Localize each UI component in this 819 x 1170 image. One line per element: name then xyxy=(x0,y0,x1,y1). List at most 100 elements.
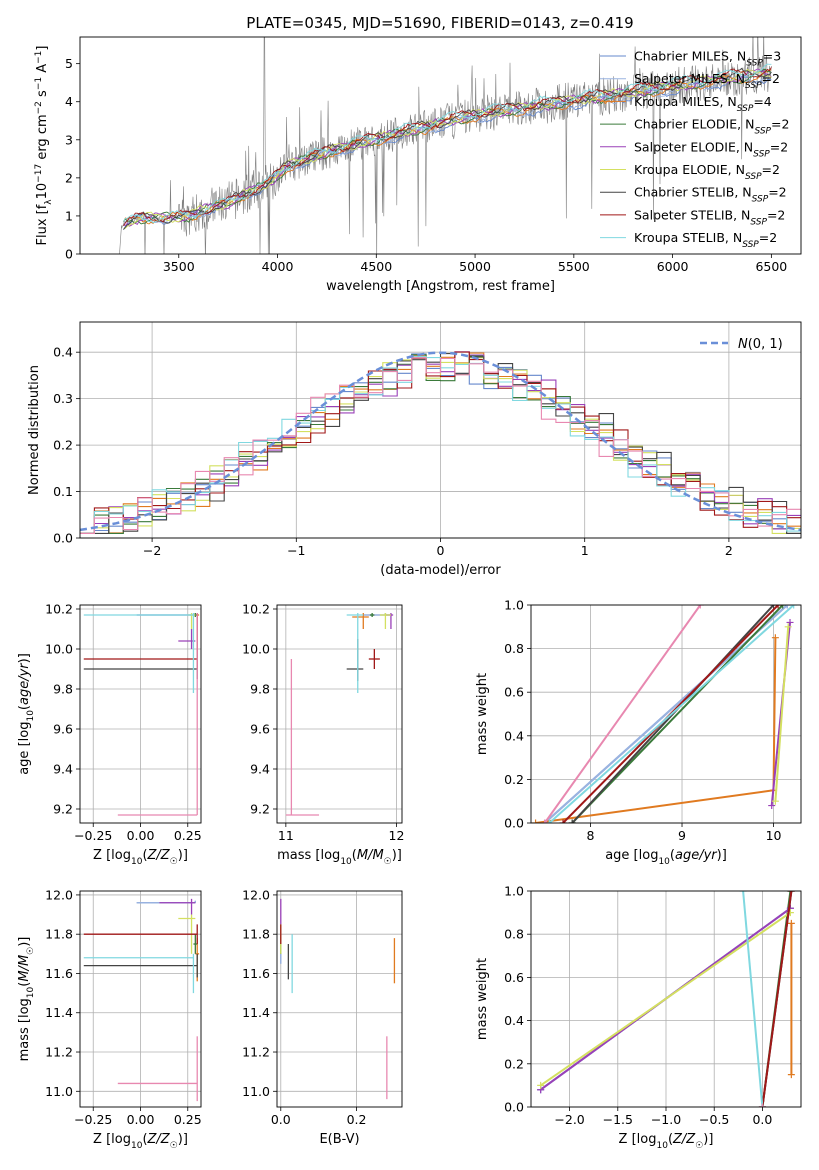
x-tick-label: 0.00 xyxy=(127,1112,155,1127)
x-axis-label-part: mass [log xyxy=(277,848,340,863)
weight-line xyxy=(761,891,793,1107)
x-axis-label: (data-model)/error xyxy=(380,563,501,578)
x-tick-label: 0.2 xyxy=(347,1112,367,1127)
y-axis-label-part: mass weight xyxy=(475,958,490,1040)
weight-line xyxy=(774,626,790,802)
weight-point xyxy=(771,634,779,642)
y-tick-label: 9.6 xyxy=(250,722,270,737)
y-tick-label: 0.0 xyxy=(53,531,73,546)
y-tick-label: 1.0 xyxy=(504,598,524,613)
weight-point xyxy=(787,1071,795,1079)
plot-area xyxy=(83,898,200,1102)
weight-line xyxy=(548,605,795,823)
y-tick-label: 11.0 xyxy=(45,1084,73,1099)
y-axis-label: mass [log10(M/M☉)] xyxy=(17,937,36,1062)
y-axis-label-part: age/yr xyxy=(17,662,32,705)
y-axis-label-part: ( xyxy=(17,705,32,710)
y-axis-label-part: mass [log xyxy=(17,998,32,1061)
y-tick-label: 0.2 xyxy=(504,1056,524,1071)
y-tick-label: 11.6 xyxy=(242,966,270,981)
weight-line xyxy=(571,605,784,823)
weight-vs-metallicity-panel: −2.0 −1.5 −1.0 −0.5 0.0 0.0 0.2 0.4 0.6 0.8 1.0 mas… xyxy=(475,884,802,1151)
age-vs-metallicity-panel: −0.25 0.00 0.259.29.49.69.810.010.2Z [log1… xyxy=(17,602,202,868)
y-tick-label: 9.8 xyxy=(250,682,270,697)
y-tick-label: 0.6 xyxy=(504,685,524,700)
weight-point xyxy=(696,605,704,609)
y-tick-label: 9.2 xyxy=(53,802,73,817)
y-axis-label: mass weight xyxy=(475,958,490,1040)
x-axis-label-part: )] xyxy=(392,848,402,863)
plot-area xyxy=(532,605,798,823)
mass-vs-metallicity-panel: −0.25 0.00 0.25 11.0 11.2 11.4 11.6 11.8 12.0 Z [… xyxy=(17,887,202,1151)
y-axis-label-part: Normed distribution xyxy=(27,365,42,495)
x-tick-label: 12 xyxy=(389,828,405,843)
weight-point xyxy=(739,891,747,895)
plot-area xyxy=(537,891,795,1107)
plot-area xyxy=(285,613,394,816)
x-axis-label-part: Z [log xyxy=(93,848,131,863)
weight-point xyxy=(770,605,778,609)
residual-histogram-panel: −2 −1 0 1 2 0.0 0.1 0.2 0.3 0.4 (data-model)/error… xyxy=(27,321,802,578)
legend-label: Kroupa ELODIE, NSSP=2 xyxy=(634,162,780,182)
y-tick-label: 0.6 xyxy=(504,970,524,985)
y-tick-label: 0.8 xyxy=(504,641,524,656)
y-tick-label: 0.4 xyxy=(504,728,524,743)
y-tick-label: 10.2 xyxy=(242,602,270,617)
x-axis-label-part: ( xyxy=(668,1132,673,1147)
y-axis-label-part: −1 xyxy=(34,77,44,90)
legend-label-part: SSP xyxy=(745,81,762,91)
x-axis-label: E(B-V) xyxy=(319,1132,359,1147)
legend-label-part: SSP xyxy=(753,149,770,159)
legend-label-part: Kroupa MILES, N xyxy=(634,94,737,109)
axes-frame xyxy=(530,604,802,824)
axes-frame xyxy=(79,890,202,1108)
x-tick-label: 6500 xyxy=(755,259,787,274)
x-axis-label-part: )] xyxy=(178,848,188,863)
legend-label: Chabrier STELIB, NSSP=2 xyxy=(634,185,787,205)
y-tick-label: 4 xyxy=(65,94,73,109)
y-tick-label: 10.2 xyxy=(45,602,73,617)
y-tick-label: 9.4 xyxy=(250,762,270,777)
y-tick-label: 11.8 xyxy=(242,927,270,942)
weight-point xyxy=(771,797,779,805)
age-vs-mass-panel: 11 12 9.2 9.4 9.6 9.8 10.0 10.2 mass [log10(M/M☉… xyxy=(242,602,404,868)
x-tick-label: −0.5 xyxy=(699,1112,729,1127)
y-axis-label-part: )] xyxy=(17,937,32,947)
weight-line xyxy=(742,891,764,1107)
x-tick-label: −1.5 xyxy=(603,1112,633,1127)
y-tick-label: 1 xyxy=(65,208,73,223)
y-axis-label-part: age [log xyxy=(17,722,32,775)
x-tick-label: 0.25 xyxy=(174,828,202,843)
legend-label-part: Salpeter STELIB, N xyxy=(634,207,750,222)
legend-label: N(0, 1) xyxy=(738,337,783,352)
y-tick-label: 0.1 xyxy=(53,484,73,499)
legend-label: Kroupa STELIB, NSSP=2 xyxy=(634,230,777,250)
x-tick-label: 8 xyxy=(587,828,595,843)
y-axis-label: Normed distribution xyxy=(27,365,42,495)
histogram-step xyxy=(80,351,801,534)
y-axis-label-part: s xyxy=(35,90,50,101)
x-axis-label-part: )] xyxy=(717,848,727,863)
y-axis-label-part: −17 xyxy=(34,164,44,183)
x-axis-label-part: Z/Z xyxy=(147,1132,171,1147)
y-axis-label-part: A xyxy=(35,64,50,77)
weight-point xyxy=(786,618,794,626)
y-tick-label: 11.2 xyxy=(242,1045,270,1060)
x-axis-label-part: ☉ xyxy=(695,1141,703,1151)
y-tick-label: 0.4 xyxy=(53,345,73,360)
x-axis-label-part: ( xyxy=(142,848,147,863)
x-axis-label: mass [log10(M/M☉)] xyxy=(277,848,402,867)
y-tick-label: 10.0 xyxy=(242,642,270,657)
legend-label: Salpeter STELIB, NSSP=2 xyxy=(634,207,785,227)
x-axis-label-part: Z/Z xyxy=(147,848,171,863)
x-tick-label: 0.0 xyxy=(271,1112,291,1127)
legend-label-part: =2 xyxy=(759,230,777,245)
histogram-step xyxy=(80,357,801,534)
legend-label: Salpeter ELODIE, NSSP=2 xyxy=(634,139,788,159)
x-axis-label-part: Z [log xyxy=(93,1132,131,1147)
x-tick-label: 1 xyxy=(581,543,589,558)
weight-point xyxy=(783,605,791,609)
y-tick-label: 2 xyxy=(65,170,73,185)
legend-label-part: Chabrier STELIB, N xyxy=(634,185,752,200)
plot-area xyxy=(280,898,396,1100)
